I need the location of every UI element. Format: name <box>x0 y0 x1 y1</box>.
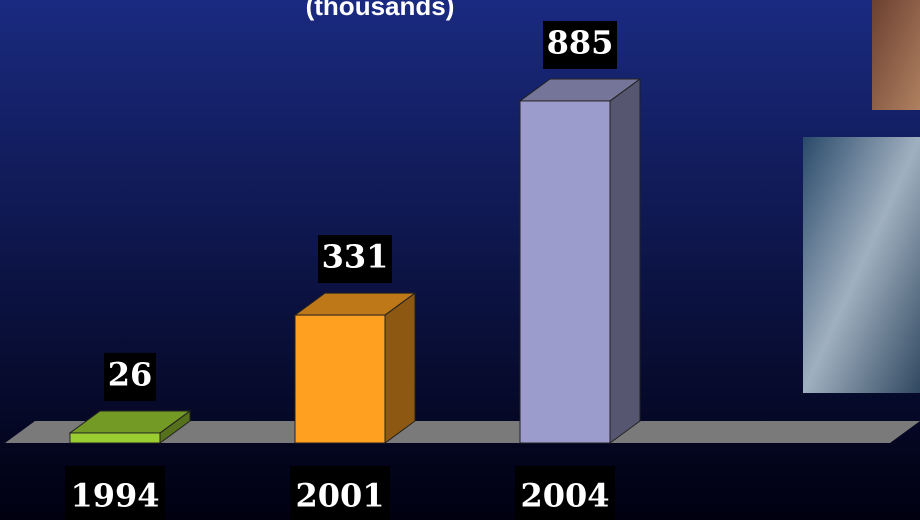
bar <box>294 314 386 444</box>
x-tick-label: 1994 <box>70 477 159 515</box>
person-photo <box>872 0 920 110</box>
x-label-box <box>290 466 390 520</box>
x-tick-label: 2001 <box>295 477 384 515</box>
chart-title: (thousands) <box>306 0 455 21</box>
x-label-box <box>65 466 165 520</box>
value-label-box <box>104 352 156 401</box>
value-label: 331 <box>322 238 389 276</box>
value-label: 885 <box>547 23 614 61</box>
bar <box>519 100 611 444</box>
ship-photo <box>803 137 920 393</box>
value-label-box <box>318 235 392 284</box>
x-label-box <box>515 466 615 520</box>
x-tick-label: 2004 <box>520 477 609 515</box>
bar <box>69 432 161 444</box>
bar-side <box>609 77 641 444</box>
value-label-box <box>543 20 617 69</box>
floor <box>5 421 920 443</box>
value-label: 26 <box>108 355 153 393</box>
bar-side <box>384 292 416 444</box>
